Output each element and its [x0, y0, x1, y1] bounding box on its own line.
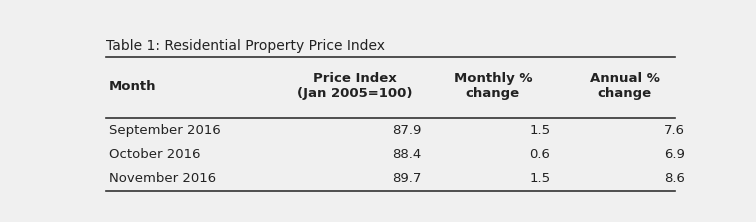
Text: 87.9: 87.9: [392, 124, 421, 137]
Text: Month: Month: [109, 79, 156, 93]
Text: 88.4: 88.4: [392, 148, 421, 161]
Text: 7.6: 7.6: [664, 124, 685, 137]
Text: Table 1: Residential Property Price Index: Table 1: Residential Property Price Inde…: [106, 39, 386, 53]
Text: September 2016: September 2016: [109, 124, 221, 137]
Text: 89.7: 89.7: [392, 172, 421, 185]
Text: 8.6: 8.6: [665, 172, 685, 185]
Text: November 2016: November 2016: [109, 172, 216, 185]
Text: Price Index
(Jan 2005=100): Price Index (Jan 2005=100): [297, 72, 413, 100]
Text: 0.6: 0.6: [529, 148, 550, 161]
Text: Annual %
change: Annual % change: [590, 72, 660, 100]
Text: 1.5: 1.5: [529, 124, 550, 137]
Text: October 2016: October 2016: [109, 148, 200, 161]
Text: 1.5: 1.5: [529, 172, 550, 185]
Text: 6.9: 6.9: [665, 148, 685, 161]
Text: Monthly %
change: Monthly % change: [454, 72, 532, 100]
